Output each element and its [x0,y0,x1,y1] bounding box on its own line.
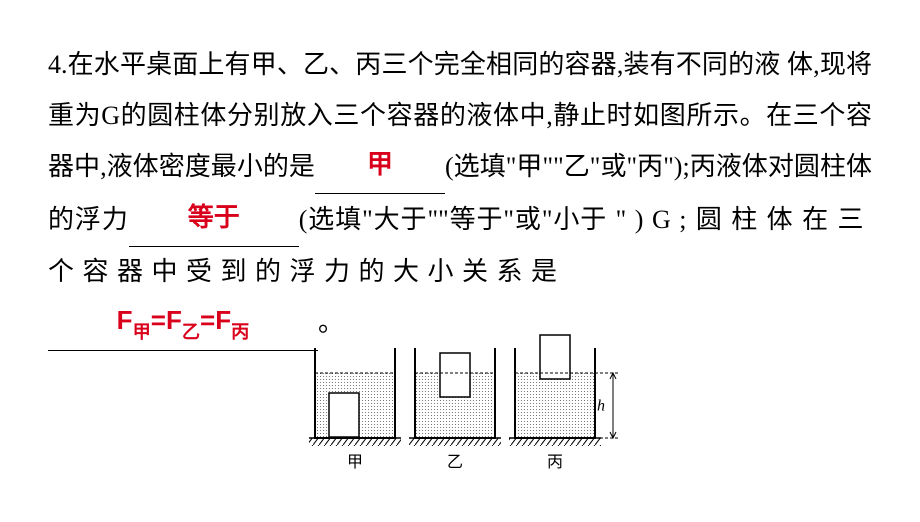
blank-2: 等于 [129,194,299,247]
svg-text:h: h [597,398,605,415]
svg-text:甲: 甲 [347,454,363,471]
t3b: (选填"大于""等于"或"小 [299,205,581,234]
blank-1: 甲 [315,141,445,194]
blank-3: F甲=F乙=F丙 [48,297,318,351]
answer-2: 等于 [188,202,240,232]
t2b: (选填"甲""乙"或"丙 [445,152,663,181]
answer-3: F甲=F乙=F丙 [117,305,250,335]
t1a: 在水平桌面上有甲、乙、丙三个完全相同的容器,装有不同的液 体 [68,50,814,79]
svg-text:乙: 乙 [447,454,463,471]
buoyancy-diagram: 甲 乙 丙 h [295,333,625,473]
svg-text:丙: 丙 [547,454,563,471]
question-body: 4.在水平桌面上有甲、乙、丙三个完全相同的容器,装有不同的液 体,现将重为G的圆… [48,40,872,351]
question-number: 4. [48,50,68,79]
answer-1: 甲 [367,149,393,179]
diagram-container: 甲 乙 丙 h [48,333,872,478]
